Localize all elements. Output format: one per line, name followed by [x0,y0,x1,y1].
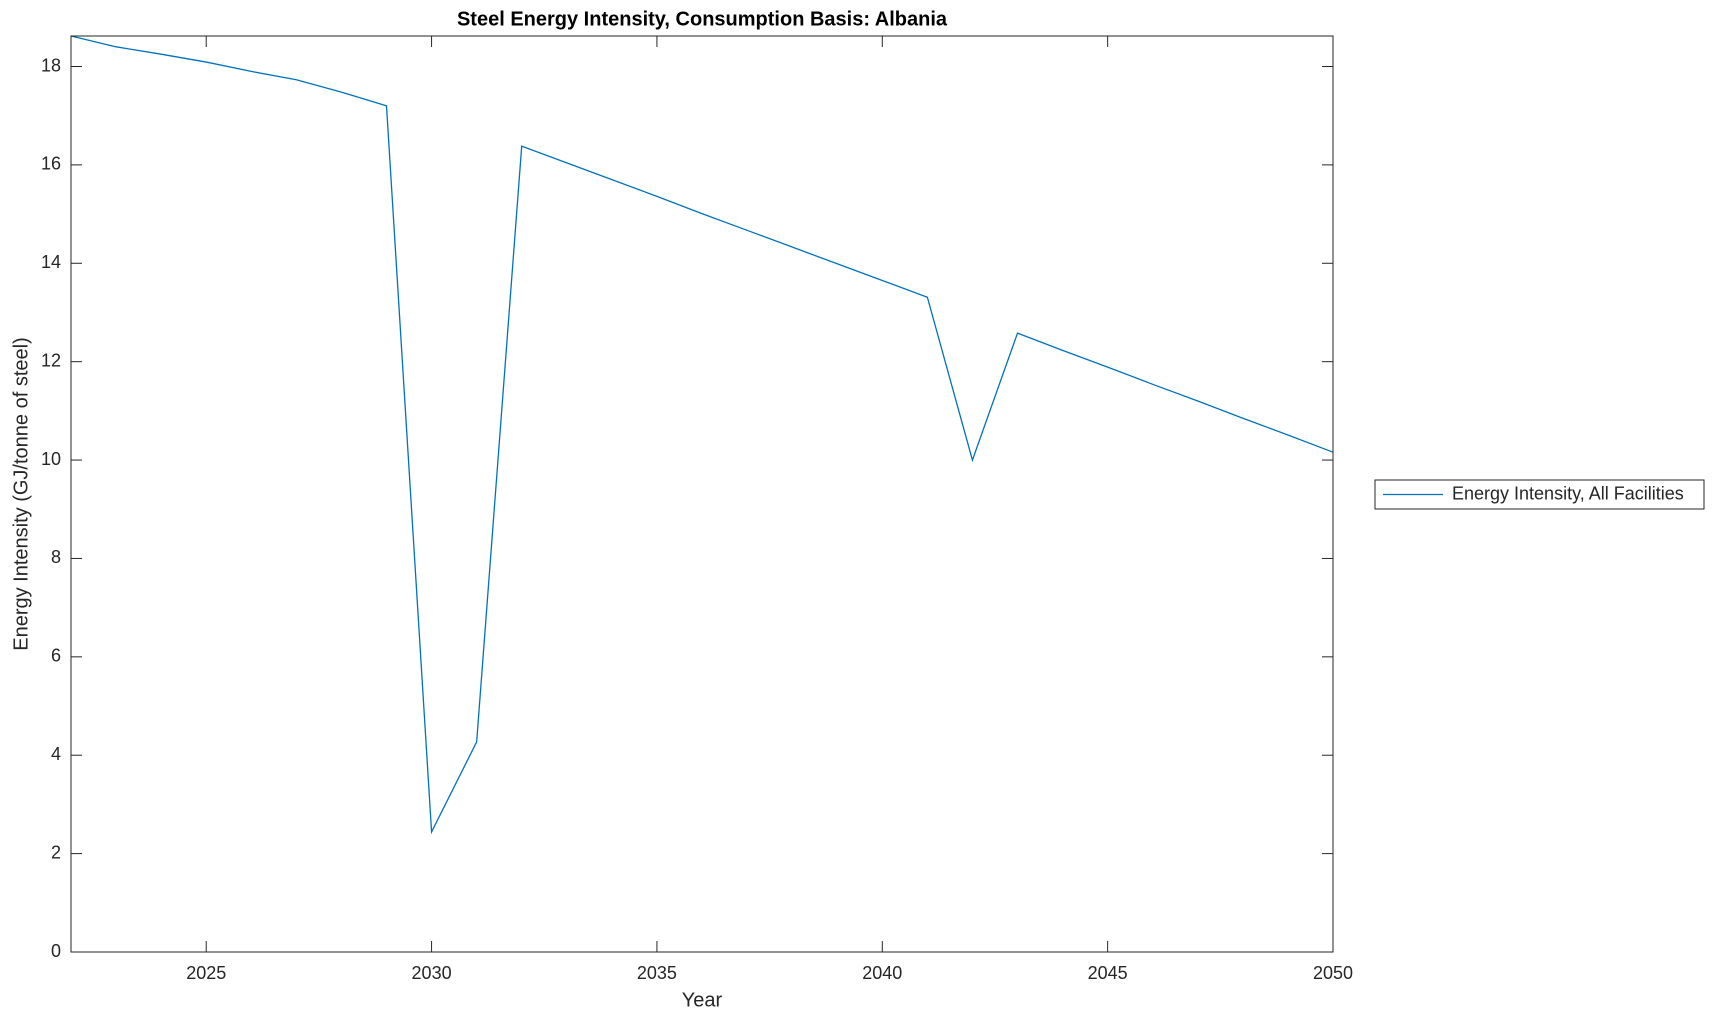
y-tick-label: 10 [41,449,61,469]
y-axis-label: Energy Intensity (GJ/tonne of steel) [10,337,32,651]
y-tick-label: 14 [41,252,61,272]
x-tick-label: 2030 [412,963,452,983]
x-tick-label: 2045 [1088,963,1128,983]
x-tick-label: 2040 [862,963,902,983]
axes-box [70,35,1334,953]
legend-label: Energy Intensity, All Facilities [1452,483,1684,503]
y-tick-label: 12 [41,350,61,370]
y-tick-label: 2 [51,842,61,862]
data-line [70,35,1334,835]
y-tick-label: 18 [41,55,61,75]
x-tick-label: 2025 [186,963,226,983]
y-tick-label: 4 [51,744,61,764]
y-tick-label: 6 [51,646,61,666]
legend: Energy Intensity, All Facilities [1374,479,1705,510]
x-tick-label: 2050 [1313,963,1353,983]
y-tick-label: 0 [51,941,61,961]
x-tick-label: 2035 [637,963,677,983]
chart-title: Steel Energy Intensity, Consumption Basi… [457,8,948,30]
plot-area [71,36,1333,952]
y-tick-label: 8 [51,547,61,567]
y-tick-label: 16 [41,154,61,174]
x-axis-label: Year [682,989,723,1011]
